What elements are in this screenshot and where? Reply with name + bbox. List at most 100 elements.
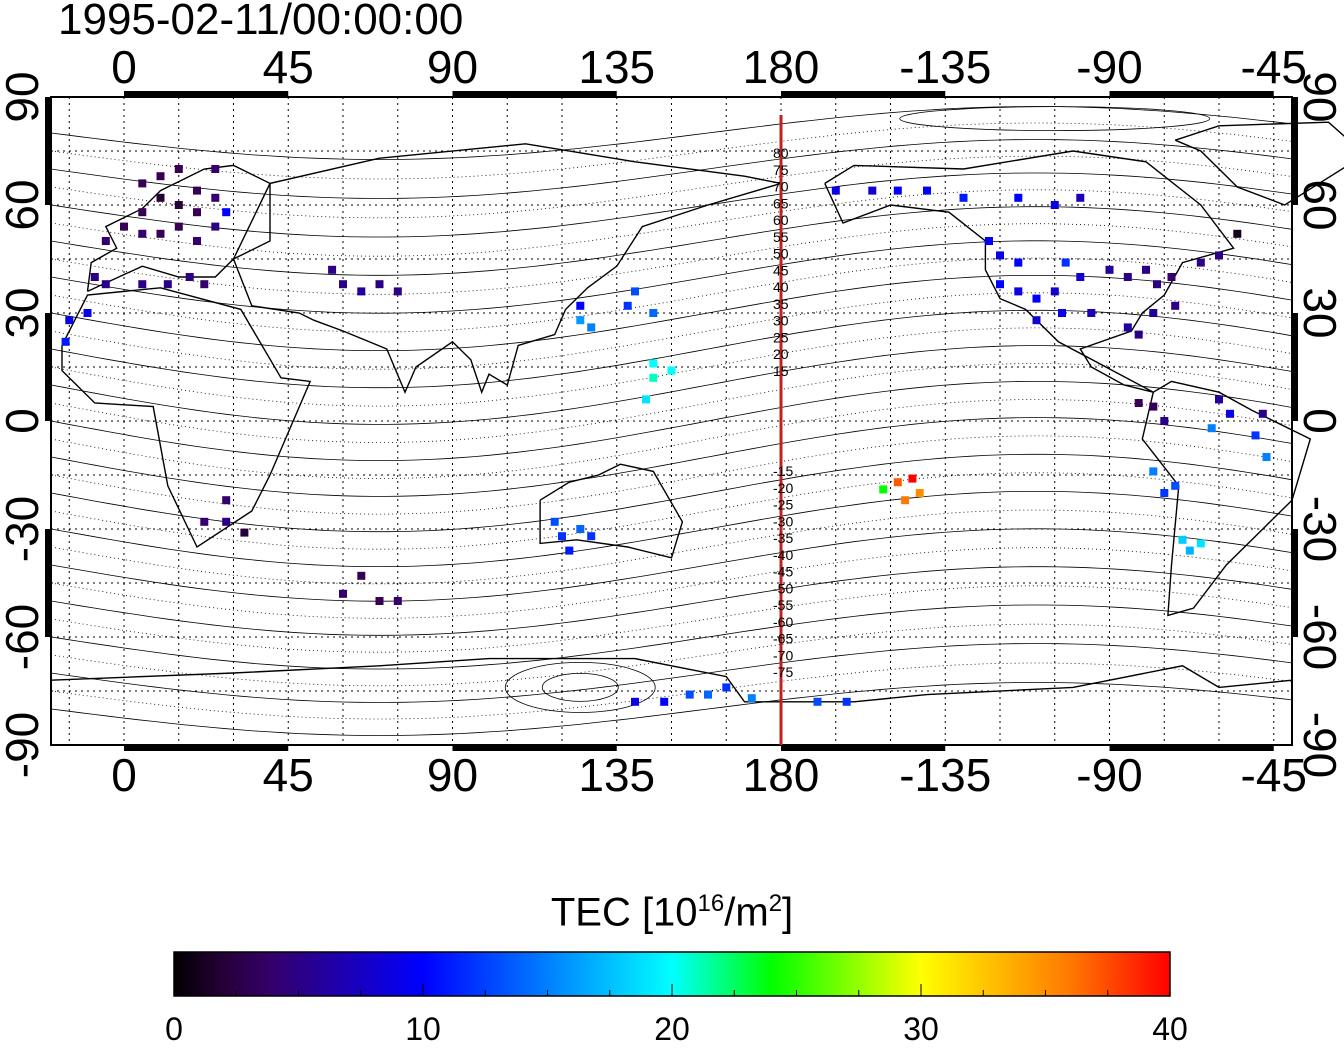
tec-point (185, 273, 194, 281)
magnetic-contour-line (50, 155, 1293, 219)
colorbar-title-mid: /m (724, 890, 769, 935)
tec-point (1050, 287, 1059, 296)
tec-point (649, 373, 658, 382)
tec-point (985, 237, 993, 245)
tec-point (65, 316, 74, 325)
grid (51, 96, 1292, 746)
tec-point (138, 229, 147, 238)
dateline-label: -40 (773, 547, 793, 563)
greenland-outline (1174, 121, 1344, 206)
tec-point (747, 694, 756, 703)
tec-point (901, 496, 910, 505)
magnetic-contour-line (50, 491, 1293, 567)
tec-point (623, 301, 632, 310)
tec-point (649, 359, 658, 368)
tec-point (357, 287, 366, 296)
right-lat-label: 0 (1294, 408, 1344, 434)
right-tick-bar (1292, 529, 1298, 637)
tec-point (156, 193, 165, 202)
tec-point (667, 366, 676, 375)
dateline-label: -55 (773, 597, 793, 613)
right-lat-label: -90 (1294, 711, 1344, 779)
magnetic-contour-line (50, 139, 1293, 199)
magnetic-contour-line (50, 453, 1293, 533)
tec-point (193, 237, 201, 245)
tec-point (1076, 273, 1085, 281)
tec-point (1032, 316, 1041, 325)
magnetic-contour-line (50, 381, 1293, 461)
tec-point (631, 287, 639, 296)
tec-point (1258, 409, 1267, 418)
tec-point (156, 172, 165, 181)
tec-point (222, 496, 231, 505)
bottom-lon-label: 90 (426, 749, 479, 801)
left-lat-label: -60 (0, 603, 48, 671)
tec-point (868, 186, 877, 195)
tec-point (631, 697, 639, 706)
tec-point (339, 280, 347, 289)
left-lat-label: 30 (0, 287, 48, 339)
top-lon-label: -90 (1076, 41, 1143, 93)
tec-point (1134, 330, 1143, 339)
africa-outline (61, 287, 312, 549)
tec-point (1178, 535, 1187, 544)
tec-point (1076, 193, 1085, 202)
tec-point (576, 525, 585, 533)
right-tick-bar (1292, 97, 1298, 205)
top-tick-bar (781, 91, 946, 97)
tec-point (393, 597, 402, 605)
dateline-label: 75 (773, 162, 789, 178)
tec-point (959, 193, 968, 202)
bottom-tick-bar (1109, 745, 1274, 751)
magnetic-contour-line (50, 623, 1293, 687)
magnetic-contour-line (50, 223, 1293, 295)
tec-point (339, 589, 347, 598)
tec-point (879, 485, 888, 494)
asia-outline (232, 143, 782, 395)
dateline-label: 20 (773, 346, 789, 362)
tec-point (1149, 402, 1158, 411)
tec-point (660, 697, 669, 706)
top-tick-bar (124, 91, 289, 97)
tec-point (996, 251, 1004, 260)
tec-point (83, 309, 92, 317)
dateline-label: 40 (773, 279, 789, 295)
dateline-label: -45 (773, 564, 793, 580)
tec-point (1167, 273, 1176, 281)
tec-point (587, 532, 596, 541)
magnetic-contours (50, 106, 1293, 736)
tec-point (1160, 489, 1169, 497)
top-tick-bar (1109, 91, 1274, 97)
tec-point (1061, 258, 1070, 267)
tec-point (923, 186, 931, 195)
tec-point (1014, 258, 1023, 267)
dateline-label: 70 (773, 179, 789, 195)
magnetic-contour-line (50, 566, 1293, 636)
dateline-label: -65 (773, 631, 793, 647)
tec-point (642, 395, 650, 404)
tec-point (211, 222, 220, 231)
magnetic-contour-line (50, 643, 1293, 703)
tec-point (328, 265, 337, 274)
right-lat-label: 60 (1294, 179, 1344, 231)
tec-point (813, 697, 822, 706)
tec-point (1226, 409, 1234, 418)
left-tick-bar (45, 313, 51, 421)
colorbar-tick-label: 40 (1152, 1011, 1188, 1047)
top-lon-label: 135 (578, 41, 656, 93)
axis-tick-bars (45, 91, 1298, 751)
colorbar-title-sup: 16 (697, 890, 725, 917)
tec-point (996, 280, 1004, 289)
tec-point (1032, 294, 1041, 303)
magnetic-pole-contour (504, 662, 656, 713)
magnetic-contour-line (50, 122, 1293, 180)
tec-point (101, 280, 110, 289)
tec-point (211, 193, 220, 202)
tec-point (1207, 424, 1216, 433)
dateline-label: -70 (773, 647, 793, 663)
tec-point (1215, 395, 1223, 404)
tec-point (649, 309, 658, 317)
tec-point (61, 337, 70, 346)
right-tick-bar (1292, 313, 1298, 421)
magnetic-pole-contour (899, 106, 1211, 131)
